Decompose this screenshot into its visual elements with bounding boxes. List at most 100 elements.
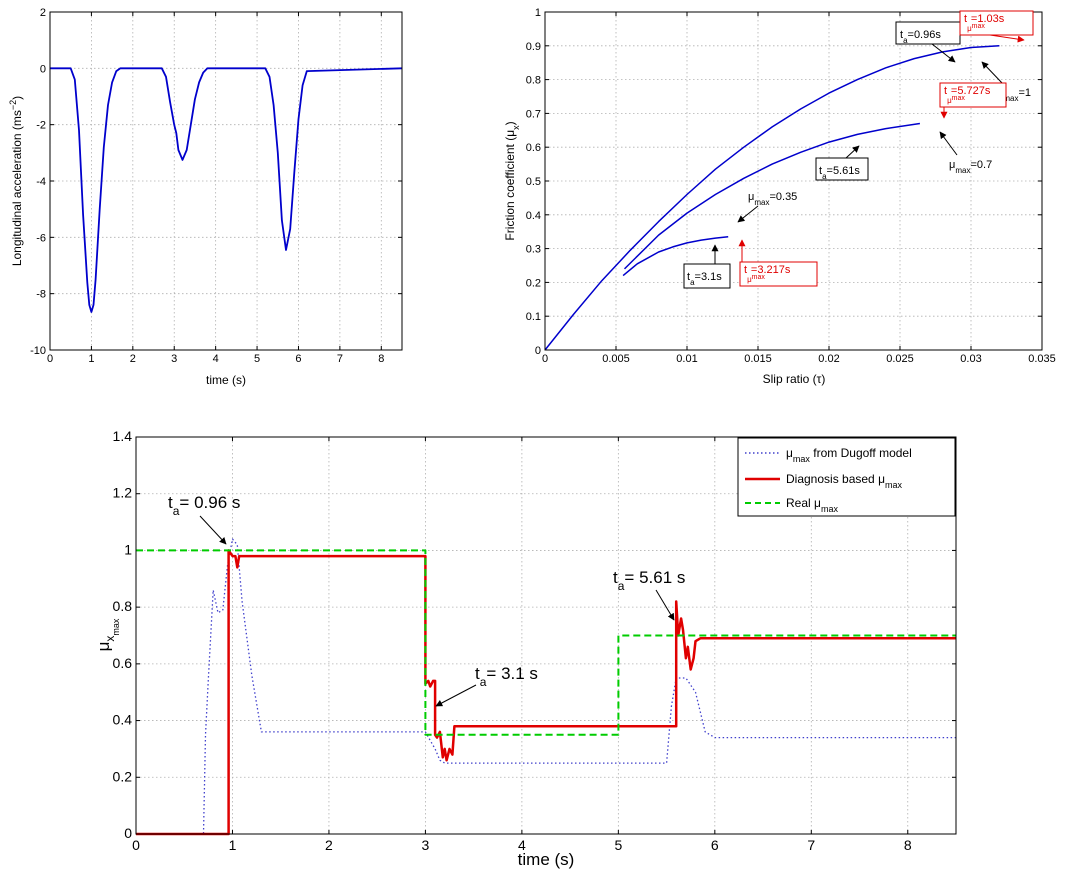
y-tick-label: -6 bbox=[36, 232, 46, 244]
x-tick-label: 1 bbox=[88, 353, 94, 365]
annot-tmu-103-box bbox=[959, 10, 1034, 36]
mu-ylabel: μxmax bbox=[94, 618, 121, 651]
panel-slip: 0 0.005 0.01 0.015 0.02 0.025 0.03 0.035 0 0.1 0.2… bbox=[503, 7, 1056, 386]
x-tick-label: 0.035 bbox=[1028, 353, 1056, 365]
y-tick-label: 0.3 bbox=[526, 244, 541, 256]
mu-annot-ta-096: ta= 0.96 s bbox=[168, 493, 240, 518]
annot-mumax-035: μmax=0.35 bbox=[748, 191, 797, 207]
y-tick-label: 0.9 bbox=[526, 41, 541, 53]
annot-ta-096-arrow bbox=[931, 43, 956, 63]
annot-tmu-5727-box bbox=[939, 82, 1007, 108]
legend-item-dugoff: μmax from Dugoff model bbox=[786, 446, 912, 464]
legend-item-real: Real μmax bbox=[786, 496, 838, 514]
acc-lines bbox=[50, 67, 403, 313]
x-tick-label: 8 bbox=[904, 837, 912, 853]
acc-ylabel: Longitudinal acceleration (ms−2) bbox=[8, 96, 24, 266]
x-tick-label: 3 bbox=[171, 353, 177, 365]
y-tick-label: 1 bbox=[535, 7, 541, 19]
x-tick-label: 0 bbox=[132, 837, 140, 853]
x-tick-label: 0.03 bbox=[960, 353, 981, 365]
slip-series-1 bbox=[623, 122, 921, 270]
x-tick-label: 0.02 bbox=[818, 353, 839, 365]
legend-item-diagnosis: Diagnosis based μmax bbox=[786, 472, 903, 490]
y-tick-label: 2 bbox=[40, 7, 46, 19]
annot-ta-31: ta=3.1s bbox=[687, 271, 722, 287]
slip-frame bbox=[544, 11, 1043, 351]
panel-mumax: 0 1 2 3 4 5 6 7 8 0 0.2 0.4 0.6 0.8 1 1.2 1.4 time (s) μ… bbox=[94, 428, 957, 869]
x-tick-label: 8 bbox=[378, 353, 384, 365]
y-tick-label: 0.2 bbox=[113, 768, 133, 784]
y-tick-label: -2 bbox=[36, 120, 46, 132]
annot-mumax-07: μmax=0.7 bbox=[949, 159, 992, 175]
y-tick-label: -8 bbox=[36, 289, 46, 301]
annot-ta-561-arrow bbox=[845, 145, 860, 159]
mu-annot-ta-31-arrow bbox=[435, 684, 477, 707]
y-tick-label: 0.6 bbox=[526, 142, 541, 154]
x-tick-label: 5 bbox=[614, 837, 622, 853]
x-tick-label: 7 bbox=[337, 353, 343, 365]
y-tick-label: 0.2 bbox=[526, 277, 541, 289]
annot-mumax-07-arrow bbox=[939, 131, 958, 156]
slip-lines bbox=[544, 45, 1000, 351]
annot-ta-561-box bbox=[815, 157, 869, 181]
acc-frame bbox=[49, 11, 403, 351]
x-tick-label: 6 bbox=[295, 353, 301, 365]
slip-ticks: 0 0.005 0.01 0.015 0.02 0.025 0.03 0.035 0 0.1 0.2… bbox=[526, 7, 1056, 365]
mu-annotations: ta= 0.96 s ta= 3.1 s ta= 5.61 s bbox=[168, 493, 685, 707]
x-tick-label: 3 bbox=[422, 837, 430, 853]
slip-grid bbox=[544, 11, 1043, 351]
x-tick-label: 0 bbox=[542, 353, 548, 365]
annot-tmu-3217-box bbox=[739, 261, 818, 287]
annot-tmu-5727: tμmax=5.727s bbox=[944, 85, 991, 105]
mu-xlabel: time (s) bbox=[518, 850, 575, 869]
y-tick-label: 0.8 bbox=[113, 598, 133, 614]
x-tick-label: 0.01 bbox=[676, 353, 697, 365]
slip-series-0 bbox=[544, 45, 1000, 351]
mu-annot-ta-096-arrow bbox=[199, 515, 227, 545]
x-tick-label: 2 bbox=[130, 353, 136, 365]
mu-legend: μmax from Dugoff model Diagnosis based μ… bbox=[737, 437, 956, 517]
legend-box bbox=[737, 437, 956, 517]
mu-annot-ta-561-arrow bbox=[655, 589, 675, 621]
y-tick-label: 0.7 bbox=[526, 108, 541, 120]
x-tick-label: 1 bbox=[229, 837, 237, 853]
x-tick-label: 5 bbox=[254, 353, 260, 365]
acc-xlabel: time (s) bbox=[206, 373, 246, 387]
x-tick-label: 6 bbox=[711, 837, 719, 853]
y-tick-label: 1.2 bbox=[113, 485, 133, 501]
x-tick-label: 4 bbox=[213, 353, 219, 365]
acc-series-0 bbox=[50, 67, 403, 313]
y-tick-label: 1.4 bbox=[113, 428, 133, 444]
y-tick-label: -10 bbox=[30, 345, 46, 357]
annot-ta-096: ta=0.96s bbox=[900, 29, 941, 45]
slip-ylabel: Friction coefficient (μx) bbox=[503, 121, 521, 240]
slip-series-2 bbox=[622, 236, 729, 277]
y-tick-label: 0 bbox=[124, 825, 132, 841]
annot-tmu-103: tμmax=1.03s bbox=[964, 13, 1005, 33]
slip-annotations: ta=0.96s tμmax=1.03s μmax=1 tμmax=5.727s… bbox=[683, 10, 1034, 289]
y-tick-label: 0 bbox=[535, 345, 541, 357]
annot-tmu-103-arrow bbox=[989, 34, 1025, 43]
x-tick-label: 2 bbox=[325, 837, 333, 853]
annot-ta-561: ta=5.61s bbox=[819, 165, 860, 181]
mu-ticks: 0 1 2 3 4 5 6 7 8 0 0.2 0.4 0.6 0.8 1 1.2 1.4 bbox=[113, 428, 956, 853]
x-tick-label: 0.025 bbox=[886, 353, 914, 365]
x-tick-label: 7 bbox=[807, 837, 815, 853]
mu-series-0 bbox=[136, 538, 956, 835]
y-tick-label: 0 bbox=[40, 63, 46, 75]
annot-mumax-035-arrow bbox=[737, 205, 759, 223]
y-tick-label: 0.8 bbox=[526, 75, 541, 87]
annot-tmu-3217: tμmax=3.217s bbox=[744, 264, 791, 284]
acc-grid bbox=[49, 11, 402, 351]
mu-annot-ta-31: ta= 3.1 s bbox=[475, 664, 538, 689]
mu-series-2 bbox=[136, 549, 956, 736]
annot-mumax-1-arrow bbox=[981, 61, 1004, 85]
y-tick-label: 1 bbox=[124, 541, 132, 557]
y-tick-label: 0.4 bbox=[526, 210, 541, 222]
y-tick-label: 0.1 bbox=[526, 311, 541, 323]
mu-series-1 bbox=[136, 549, 956, 836]
slip-xlabel: Slip ratio (τ) bbox=[763, 372, 826, 386]
x-tick-label: 0.005 bbox=[602, 353, 630, 365]
mu-lines bbox=[136, 538, 956, 836]
